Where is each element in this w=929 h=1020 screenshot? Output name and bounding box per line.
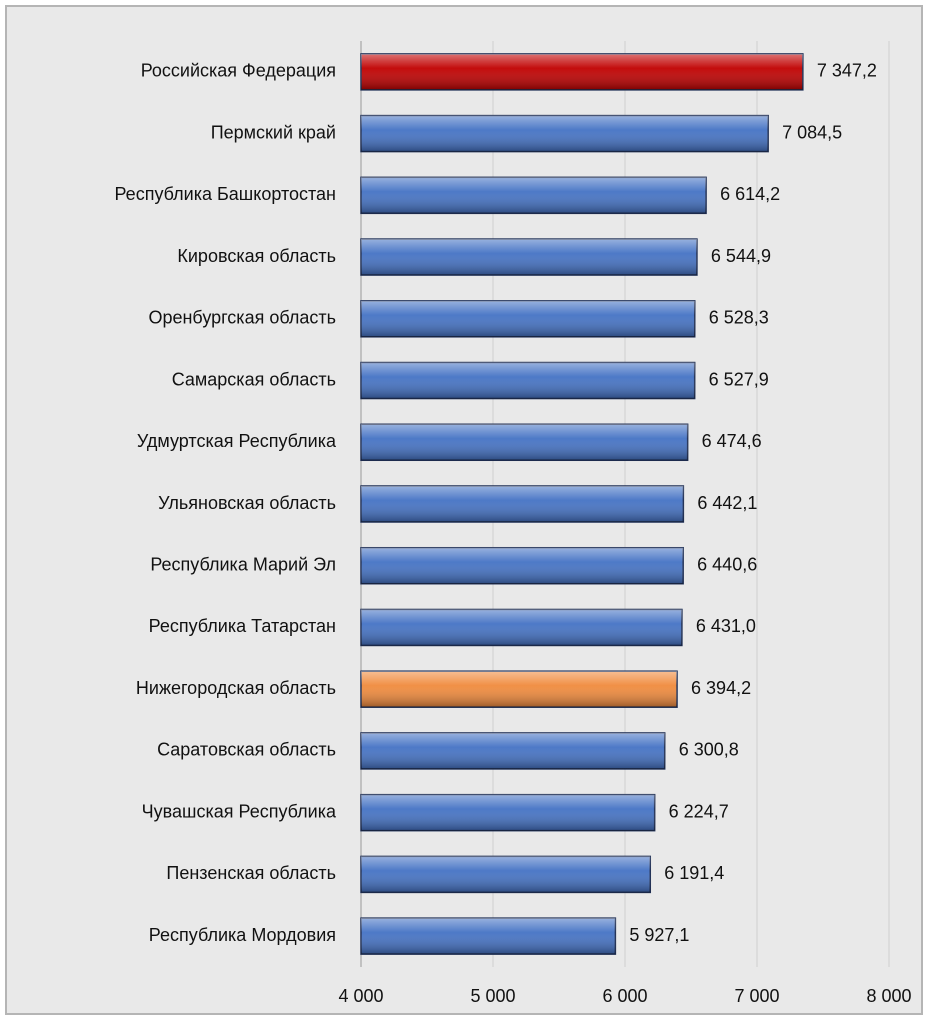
y-tick-label: Пермский край <box>211 122 336 142</box>
value-label: 6 431,0 <box>696 616 756 636</box>
bar-shade <box>361 856 651 893</box>
bar-shade <box>361 239 697 276</box>
value-label: 6 527,9 <box>709 369 769 389</box>
value-label: 6 224,7 <box>669 801 729 821</box>
x-tick-label: 4 000 <box>338 986 383 1006</box>
bar-shade <box>361 177 707 214</box>
bar-shade <box>361 794 655 831</box>
bar-shade <box>361 547 684 584</box>
y-tick-label: Российская Федерация <box>141 61 336 81</box>
y-tick-label: Республика Татарстан <box>149 616 336 636</box>
bar-shade <box>361 424 688 461</box>
x-tick-label: 8 000 <box>866 986 911 1006</box>
value-label: 5 927,1 <box>629 925 689 945</box>
y-tick-label: Республика Башкортостан <box>114 184 336 204</box>
x-tick-label: 7 000 <box>734 986 779 1006</box>
value-label: 7 347,2 <box>817 61 877 81</box>
bar-shade <box>361 300 695 337</box>
y-tick-label: Саратовская область <box>157 740 336 760</box>
value-label: 6 528,3 <box>709 308 769 328</box>
y-tick-label: Удмуртская Республика <box>137 431 337 451</box>
value-label: 6 440,6 <box>697 554 757 574</box>
bar-shade <box>361 115 769 152</box>
y-tick-label: Республика Мордовия <box>149 925 336 945</box>
y-tick-label: Самарская область <box>172 369 336 389</box>
y-tick-label: Нижегородская область <box>136 678 336 698</box>
bar-shade <box>361 53 803 90</box>
y-tick-label: Чувашская Республика <box>142 801 337 821</box>
bar-shade <box>361 486 684 522</box>
y-tick-label: Республика Марий Эл <box>150 554 336 574</box>
value-label: 6 474,6 <box>702 431 762 451</box>
value-label: 6 614,2 <box>720 184 780 204</box>
bar-shade <box>361 362 695 399</box>
x-tick-label: 5 000 <box>470 986 515 1006</box>
value-label: 6 300,8 <box>679 740 739 760</box>
bar-shade <box>361 732 665 769</box>
bar-shade <box>361 671 678 708</box>
y-tick-label: Ульяновская область <box>158 493 336 513</box>
x-tick-label: 6 000 <box>602 986 647 1006</box>
y-tick-label: Пензенская область <box>166 863 336 883</box>
y-tick-label: Кировская область <box>177 246 336 266</box>
value-label: 7 084,5 <box>782 122 842 142</box>
bar-shade <box>361 609 682 646</box>
value-label: 6 544,9 <box>711 246 771 266</box>
value-label: 6 442,1 <box>697 493 757 513</box>
y-tick-label: Оренбургская область <box>148 308 336 328</box>
value-label: 6 394,2 <box>691 678 751 698</box>
bar-shade <box>361 918 616 955</box>
value-label: 6 191,4 <box>664 863 724 883</box>
